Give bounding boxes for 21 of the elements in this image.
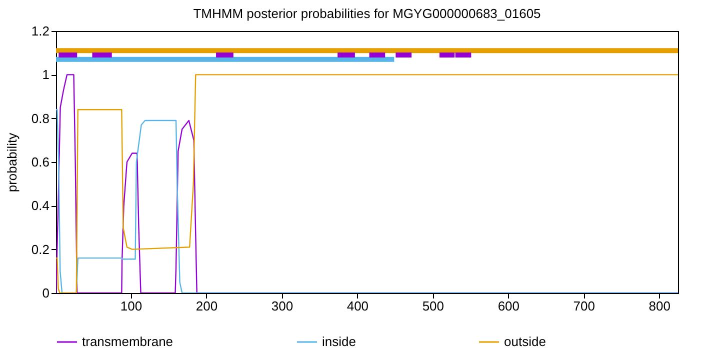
x-tick-label: 400 bbox=[346, 298, 369, 314]
y-tick-label: 0.8 bbox=[31, 110, 50, 126]
x-tick-label: 100 bbox=[120, 298, 142, 314]
legend-label: outside bbox=[504, 334, 546, 349]
y-tick-label: 1 bbox=[42, 67, 50, 82]
y-tick-label: 0.2 bbox=[31, 242, 50, 257]
y-tick-label: 0 bbox=[42, 286, 50, 300]
chart-title: TMHMM posterior probabilities for MGYG000000683_01605 bbox=[193, 6, 541, 21]
legend-label: inside bbox=[322, 334, 356, 349]
x-tick-label: 300 bbox=[271, 298, 294, 314]
line-series bbox=[56, 109, 678, 293]
x-tick-label: 800 bbox=[648, 298, 670, 314]
y-axis-title: probability bbox=[4, 132, 20, 192]
y-tick-label: 0.6 bbox=[31, 154, 50, 170]
y-tick-label: 0.4 bbox=[31, 198, 50, 214]
x-tick-label: 500 bbox=[422, 298, 444, 314]
x-tick-label: 200 bbox=[196, 298, 218, 314]
x-tick-label: 700 bbox=[573, 298, 595, 314]
legend-label: transmembrane bbox=[82, 334, 174, 349]
x-tick-label: 600 bbox=[498, 298, 520, 314]
y-tick-label: 1.2 bbox=[31, 24, 50, 38]
